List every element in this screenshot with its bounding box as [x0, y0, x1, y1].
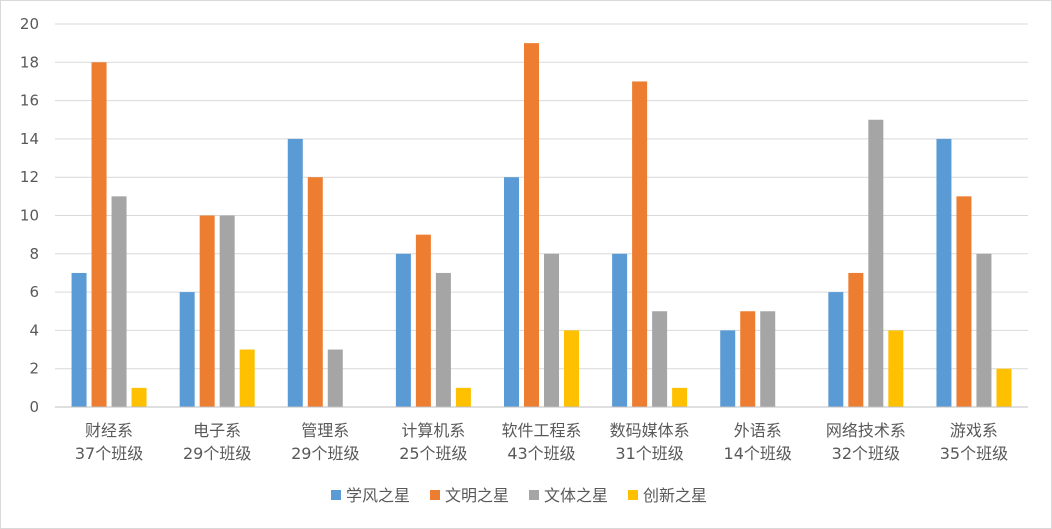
- bar: [395, 253, 411, 407]
- x-category-label: 29个班级: [183, 444, 251, 463]
- x-category-label: 32个班级: [832, 444, 900, 463]
- legend-swatch: [331, 490, 341, 500]
- x-category-label: 25个班级: [399, 444, 467, 463]
- y-tick-label: 10: [20, 207, 39, 225]
- y-tick-label: 8: [29, 245, 39, 263]
- bar: [544, 253, 559, 407]
- bar: [976, 253, 992, 407]
- y-tick-label: 6: [29, 283, 39, 301]
- bar: [71, 272, 87, 407]
- gridlines: [55, 23, 1028, 370]
- bar: [956, 196, 972, 407]
- x-category-label: 计算机系: [401, 421, 465, 440]
- y-tick-label: 4: [29, 321, 39, 339]
- bar: [504, 177, 519, 407]
- bar: [307, 177, 323, 407]
- bar: [199, 215, 215, 407]
- bar: [455, 387, 471, 407]
- x-category-label: 31个班级: [615, 444, 683, 463]
- legend-label: 文体之星: [544, 486, 608, 505]
- bar: [239, 349, 255, 407]
- y-tick-label: 2: [29, 360, 39, 378]
- legend-label: 文明之星: [445, 486, 509, 505]
- bar: [936, 138, 952, 407]
- legend-swatch: [529, 490, 539, 500]
- x-category-label: 网络技术系: [826, 421, 906, 440]
- x-category-label: 37个班级: [75, 444, 143, 463]
- bar: [888, 330, 904, 407]
- legend-label: 学风之星: [346, 486, 410, 505]
- bar: [612, 253, 628, 407]
- bar: [848, 272, 864, 407]
- bar: [327, 349, 343, 407]
- y-tick-label: 16: [20, 92, 39, 110]
- x-category-label: 财经系: [85, 421, 133, 440]
- bar: [435, 272, 451, 407]
- bar: [760, 311, 776, 407]
- bar: [720, 330, 736, 407]
- x-category-label: 软件工程系: [501, 421, 581, 440]
- bar: [828, 292, 844, 407]
- bar: [672, 387, 688, 407]
- bar: [652, 311, 668, 407]
- bar: [91, 62, 107, 408]
- x-category-label: 数码媒体系: [610, 421, 690, 440]
- x-category-label: 游戏系: [950, 421, 998, 440]
- x-category-label: 14个班级: [724, 444, 792, 463]
- bar: [219, 215, 235, 407]
- bar: [524, 43, 539, 408]
- bar: [131, 387, 147, 407]
- bar: [740, 311, 756, 407]
- bar: [287, 138, 303, 407]
- bar: [179, 292, 195, 407]
- y-tick-label: 14: [20, 130, 39, 148]
- x-category-label: 管理系: [301, 421, 349, 440]
- bar: [564, 330, 579, 407]
- bar: [415, 234, 431, 407]
- x-category-label: 29个班级: [291, 444, 359, 463]
- y-tick-label: 12: [20, 168, 39, 186]
- bar: [632, 81, 648, 407]
- x-category-label: 35个班级: [940, 444, 1008, 463]
- y-tick-label: 0: [29, 398, 39, 416]
- legend-swatch: [628, 490, 638, 500]
- y-tick-label: 18: [20, 53, 39, 71]
- x-axis-category-labels: 财经系 37个班级 电子系 29个班级 管理系 29个班级 计算机系 25个班级 软件工程系 43…: [75, 421, 1008, 463]
- legend-label: 创新之星: [643, 486, 707, 505]
- bar: [111, 196, 127, 407]
- x-category-label: 外语系: [734, 421, 782, 440]
- y-axis-tick-labels: 0 2 4 6 8 10 12 14 16 18 20: [20, 15, 39, 416]
- bar: [996, 368, 1012, 407]
- legend: 学风之星 文明之星 文体之星 创新之星: [331, 486, 707, 505]
- bars: [71, 43, 1012, 408]
- bar: [868, 119, 884, 407]
- x-category-label: 43个班级: [507, 444, 575, 463]
- x-category-label: 电子系: [193, 421, 241, 440]
- y-tick-label: 20: [20, 15, 39, 33]
- legend-swatch: [430, 490, 440, 500]
